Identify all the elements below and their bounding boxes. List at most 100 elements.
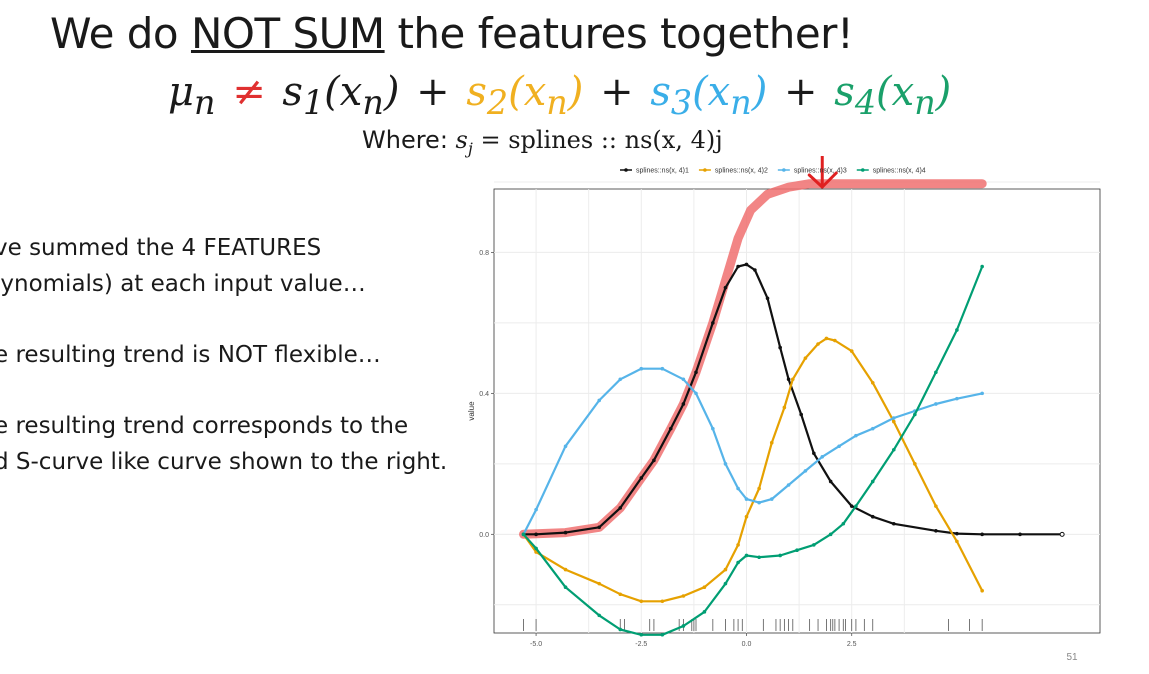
x-tick-label: 0.0 xyxy=(742,641,752,648)
data-point xyxy=(955,396,959,401)
data-point xyxy=(828,532,833,537)
data-point xyxy=(891,521,896,526)
equation-term-3: s3(xn) xyxy=(650,69,768,122)
data-point xyxy=(681,402,686,406)
where-definition: Where: sj = splines :: ns(x, 4)j xyxy=(362,126,723,158)
data-point xyxy=(828,479,833,484)
slide-title: We do NOT SUM the features together! xyxy=(50,9,854,58)
y-tick-label: 0.8 xyxy=(479,250,489,257)
data-point xyxy=(803,469,808,473)
data-point xyxy=(769,440,774,445)
x-tick-label: 2.5 xyxy=(847,641,857,648)
legend-item-1: splines::ns(x, 4)1 xyxy=(620,168,689,175)
data-point xyxy=(816,342,820,346)
data-point xyxy=(618,592,623,597)
data-point xyxy=(854,433,858,438)
data-point xyxy=(723,285,728,290)
data-point xyxy=(618,377,623,382)
rug-marks xyxy=(523,619,983,631)
bullet-1: ve summed the 4 FEATURES lynomials) at ea… xyxy=(0,235,366,297)
data-point xyxy=(639,366,644,371)
data-point xyxy=(660,599,665,604)
title-emphasis: NOT SUM xyxy=(190,9,385,58)
data-point xyxy=(694,391,698,396)
data-point xyxy=(786,483,791,487)
data-point xyxy=(849,504,854,508)
equation-term-2: s2(xn) xyxy=(466,69,584,122)
equation-plus: + xyxy=(784,69,818,115)
data-point xyxy=(744,497,749,501)
data-point xyxy=(837,444,841,449)
legend-label: splines::ns(x, 4)2 xyxy=(715,168,768,175)
data-point xyxy=(891,419,896,424)
bullet-3: e resulting trend corresponds to the d S-… xyxy=(0,413,448,475)
data-point xyxy=(980,588,984,593)
data-point xyxy=(736,486,740,491)
data-point xyxy=(534,507,538,512)
equation-plus: + xyxy=(600,69,634,115)
series-4 xyxy=(521,264,984,637)
data-point xyxy=(711,426,715,431)
data-point xyxy=(812,543,816,547)
data-point xyxy=(786,377,791,382)
data-point xyxy=(980,391,984,396)
data-point xyxy=(913,462,917,466)
data-point xyxy=(841,521,846,526)
data-point xyxy=(618,627,623,632)
equation-neq: ≠ xyxy=(232,69,266,115)
data-point xyxy=(668,426,673,431)
data-point xyxy=(736,264,740,269)
data-point xyxy=(597,581,602,586)
data-point xyxy=(799,412,804,417)
equation: μn ≠ s1(xn) + s2(xn) + s3(xn) + s4(xn) xyxy=(168,66,951,129)
data-point xyxy=(694,370,698,375)
spline-chart: -5.0 -2.5 0.0 2.5 0.0 0.4 0.8 value splines::ns(… xyxy=(460,156,1110,671)
data-point xyxy=(891,416,896,420)
y-tick-label: 0.0 xyxy=(479,532,489,539)
data-point xyxy=(820,455,825,459)
equation-plus: + xyxy=(416,69,450,115)
series-3 xyxy=(521,366,984,537)
data-point xyxy=(744,514,749,519)
legend-item-2: splines::ns(x, 4)2 xyxy=(698,168,768,175)
data-point xyxy=(681,377,686,382)
y-tick-label: 0.4 xyxy=(479,391,489,398)
data-point xyxy=(711,321,715,325)
data-point xyxy=(744,262,749,267)
data-point xyxy=(812,451,816,456)
data-point xyxy=(790,377,795,382)
y-axis-label: value xyxy=(467,401,476,421)
data-point xyxy=(660,632,665,637)
data-point xyxy=(534,532,538,537)
data-point xyxy=(934,504,938,508)
data-point xyxy=(980,264,984,269)
data-point xyxy=(913,412,917,417)
data-point xyxy=(955,328,959,332)
data-point xyxy=(870,514,875,519)
data-point xyxy=(744,553,749,558)
data-point xyxy=(639,599,644,604)
equation-term-1: s1(xn) xyxy=(282,69,400,122)
data-point xyxy=(833,338,837,343)
data-point xyxy=(534,546,538,551)
data-point xyxy=(753,268,757,272)
data-point xyxy=(934,402,938,406)
page-number: 51 xyxy=(1066,652,1078,663)
data-point xyxy=(736,543,740,547)
data-point xyxy=(597,613,602,618)
legend-swatch-dot xyxy=(703,168,707,172)
legend-label: splines::ns(x, 4)1 xyxy=(636,168,689,175)
data-point xyxy=(723,567,728,572)
legend-swatch-dot xyxy=(782,168,786,172)
data-point xyxy=(639,476,644,480)
data-point xyxy=(702,585,707,589)
data-point xyxy=(870,426,875,431)
data-point xyxy=(681,624,686,628)
legend: splines::ns(x, 4)1 splines::ns(x, 4)2 spli… xyxy=(620,168,926,175)
data-point xyxy=(660,366,665,371)
bullet-list: ve summed the 4 FEATURES lynomials) at ea… xyxy=(0,230,474,515)
arrow-head xyxy=(807,171,838,189)
data-point xyxy=(757,555,761,560)
data-point xyxy=(681,594,686,598)
data-point xyxy=(955,531,959,536)
